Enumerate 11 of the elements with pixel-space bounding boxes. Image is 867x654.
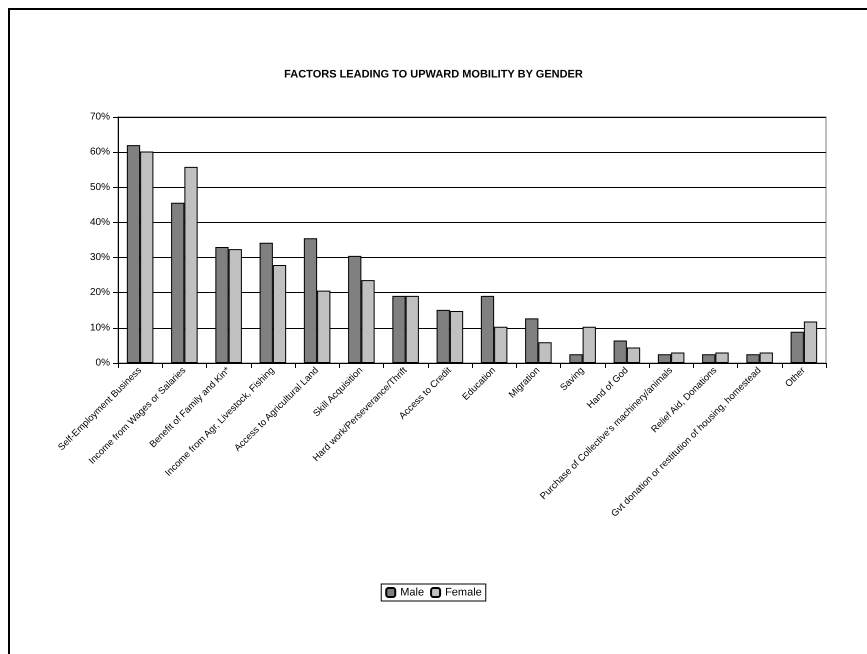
y-tick-label: 30% xyxy=(90,252,110,264)
y-tick-label: 10% xyxy=(90,322,110,334)
chart-title: FACTORS LEADING TO UPWARD MOBILITY BY GENDER xyxy=(284,68,583,80)
y-tick-label: 40% xyxy=(90,216,110,228)
y-tick-label: 70% xyxy=(90,112,110,122)
y-tick-label: 60% xyxy=(90,146,110,158)
legend-label: Male xyxy=(400,586,424,598)
legend-label: Female xyxy=(445,586,482,598)
y-tick-label: 20% xyxy=(90,287,110,298)
y-tick-label: 50% xyxy=(90,182,110,193)
y-tick-label: 0% xyxy=(96,358,110,368)
